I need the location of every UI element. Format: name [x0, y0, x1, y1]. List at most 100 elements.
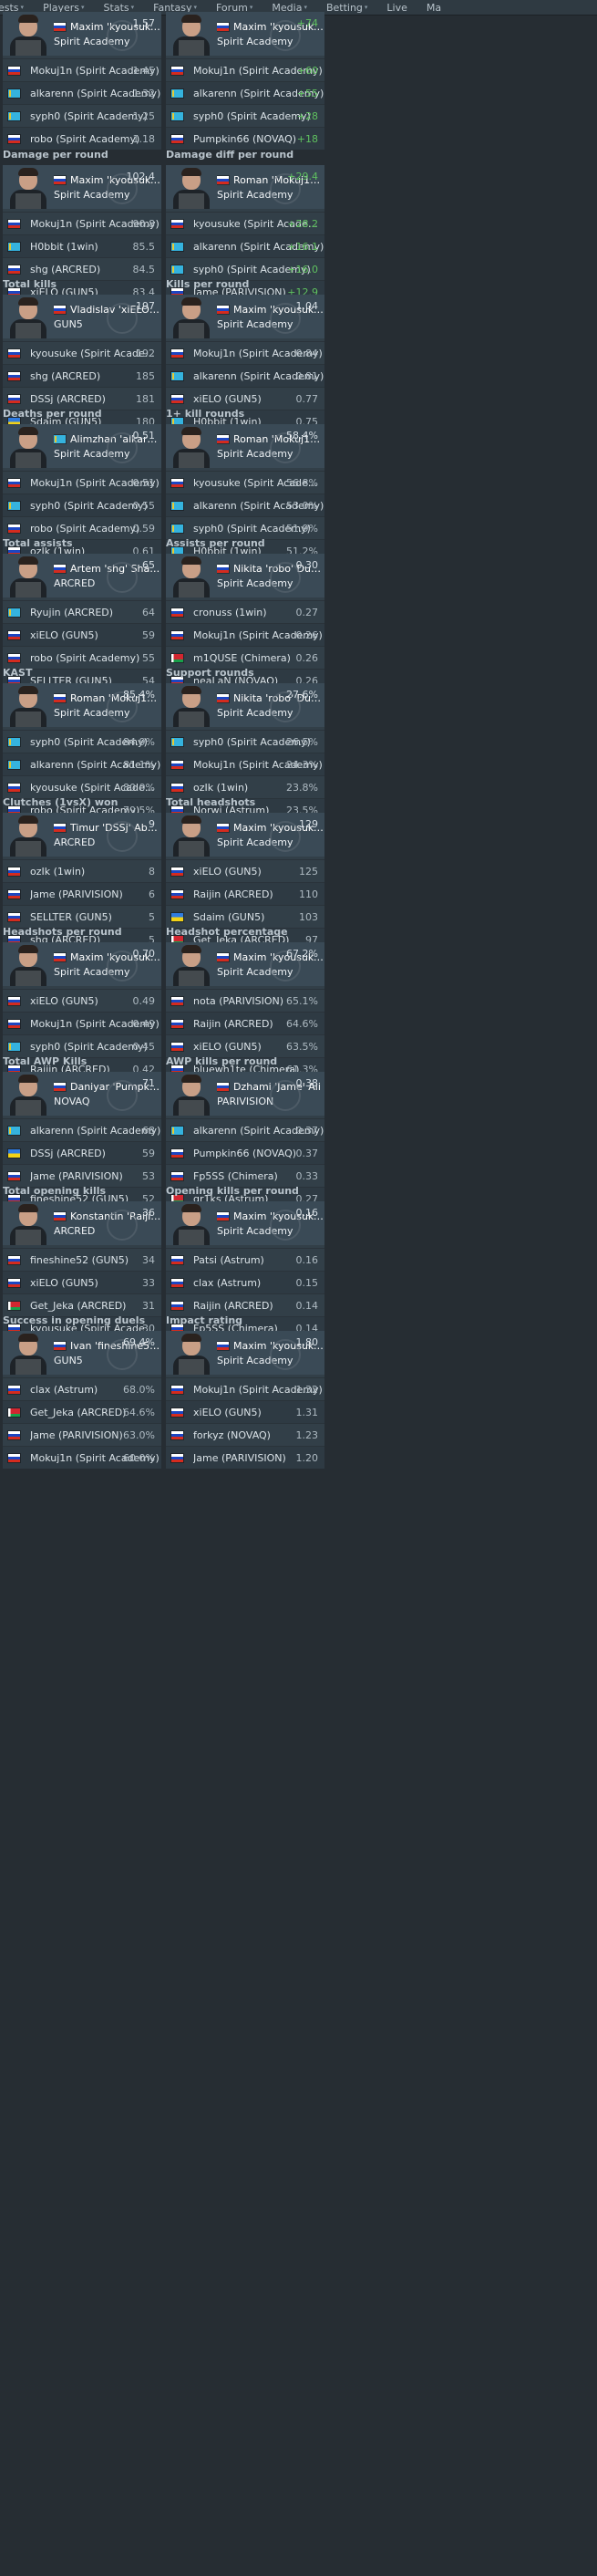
- ranking-row[interactable]: DSSj (ARCRED) 181: [3, 387, 161, 410]
- ranking-row[interactable]: DSSj (ARCRED) 59: [3, 1141, 161, 1164]
- ranking-row[interactable]: Mokuj1n (Spirit Academy) 60.0%: [3, 1446, 161, 1469]
- leader-card[interactable]: Konstantin 'Raijin' TrubarovARCRED36: [3, 1201, 161, 1245]
- nav-item[interactable]: Betting ▾: [326, 2, 367, 14]
- player-team-label[interactable]: syph0 (Spirit Academy): [30, 109, 148, 122]
- category-title[interactable]: Damage per round: [3, 149, 108, 161]
- ranking-row[interactable]: syph0 (Spirit Academy) 84.9%: [3, 730, 161, 753]
- player-team-label[interactable]: Get_Jeka (ARCRED): [30, 1299, 127, 1312]
- ranking-row[interactable]: syph0 (Spirit Academy) +28: [166, 104, 324, 127]
- player-team-label[interactable]: fineshine52 (GUN5): [30, 1253, 129, 1266]
- ranking-row[interactable]: alkarenn (Spirit Academy) 1.32: [3, 81, 161, 104]
- player-team-label[interactable]: clax (Astrum): [30, 1383, 98, 1396]
- player-team-label[interactable]: xiELO (GUN5): [30, 1276, 98, 1289]
- category-title[interactable]: Total headshots: [166, 796, 256, 808]
- player-team-label[interactable]: H0bbit (1win): [30, 240, 98, 253]
- nav-item[interactable]: Players ▾: [43, 2, 84, 14]
- ranking-row[interactable]: robo (Spirit Academy) 0.59: [3, 516, 161, 539]
- nav-item[interactable]: Fantasy ▾: [153, 2, 197, 14]
- category-title[interactable]: KAST: [3, 667, 33, 679]
- ranking-row[interactable]: syph0 (Spirit Academy) 51.9%: [166, 516, 324, 539]
- ranking-row[interactable]: syph0 (Spirit Academy) +16.0: [166, 257, 324, 280]
- player-team-label[interactable]: syph0 (Spirit Academy): [193, 109, 311, 122]
- ranking-row[interactable]: kyousuke (Spirit Academy) 56.8%: [166, 471, 324, 493]
- leader-card[interactable]: Artem 'shg' ShaginyanARCRED65: [3, 554, 161, 597]
- leader-card[interactable]: Maxim 'kyousuke' LukinSpirit Academy+74: [166, 12, 324, 56]
- category-title[interactable]: Total AWP Kills: [3, 1055, 87, 1067]
- player-team-label[interactable]: xiELO (GUN5): [193, 1040, 262, 1053]
- category-title[interactable]: Success in opening duels: [3, 1314, 146, 1326]
- ranking-row[interactable]: shg (ARCRED) 185: [3, 364, 161, 387]
- ranking-row[interactable]: Patsi (Astrum) 0.16: [166, 1248, 324, 1271]
- ranking-row[interactable]: syph0 (Spirit Academy) 0.45: [3, 1034, 161, 1057]
- player-team-label[interactable]: DSSj (ARCRED): [30, 1147, 106, 1159]
- ranking-row[interactable]: forkyz (NOVAQ) 1.23: [166, 1423, 324, 1446]
- ranking-row[interactable]: Mokuj1n (Spirit Academy) 0.51: [3, 471, 161, 493]
- ranking-row[interactable]: alkarenn (Spirit Academy) 0.37: [166, 1118, 324, 1141]
- ranking-row[interactable]: xiELO (GUN5) 0.49: [3, 989, 161, 1012]
- ranking-row[interactable]: ozIk (1win) 8: [3, 859, 161, 882]
- ranking-row[interactable]: kyousuke (Spirit Academy) +28.2: [166, 212, 324, 234]
- ranking-row[interactable]: Mokuj1n (Spirit Academy) 90.8: [3, 212, 161, 234]
- player-team-label[interactable]: Fp5SS (Chimera): [193, 1169, 278, 1182]
- ranking-row[interactable]: syph0 (Spirit Academy) 0.55: [3, 493, 161, 516]
- player-team-label[interactable]: Jame (PARIVISION): [30, 1428, 123, 1441]
- player-team-label[interactable]: robo (Spirit Academy): [30, 651, 140, 664]
- ranking-row[interactable]: Raijin (ARCRED) 110: [166, 882, 324, 905]
- ranking-row[interactable]: Pumpkin66 (NOVAQ) +18: [166, 127, 324, 150]
- player-team-label[interactable]: SELLTER (GUN5): [30, 910, 112, 923]
- category-title[interactable]: Headshots per round: [3, 926, 122, 938]
- category-title[interactable]: 1+ kill rounds: [166, 408, 245, 420]
- nav-item[interactable]: Live: [386, 2, 407, 14]
- nav-item[interactable]: Media ▾: [272, 2, 307, 14]
- leader-card[interactable]: Ivan 'fineshine52' LukinGUN569.4%: [3, 1331, 161, 1375]
- nav-item[interactable]: Stats ▾: [104, 2, 135, 14]
- ranking-row[interactable]: Sdaim (GUN5) 103: [166, 905, 324, 928]
- player-team-label[interactable]: xiELO (GUN5): [193, 1406, 262, 1418]
- ranking-row[interactable]: alkarenn (Spirit Academy) 0.81: [166, 364, 324, 387]
- category-title[interactable]: Total assists: [3, 537, 73, 549]
- ranking-row[interactable]: alkarenn (Spirit Academy) 53.0%: [166, 493, 324, 516]
- leader-card[interactable]: Roman 'Mokuj1n' PetrovSpirit Academy+29.…: [166, 165, 324, 209]
- ranking-row[interactable]: Mokuj1n (Spirit Academy) 24.3%: [166, 753, 324, 775]
- player-team-label[interactable]: robo (Spirit Academy): [30, 132, 140, 145]
- player-team-label[interactable]: Raijin (ARCRED): [193, 1017, 273, 1030]
- category-title[interactable]: Deaths per round: [3, 408, 102, 420]
- category-title[interactable]: Impact rating: [166, 1314, 243, 1326]
- ranking-row[interactable]: Jame (PARIVISION) 1.20: [166, 1446, 324, 1469]
- ranking-row[interactable]: Ryujin (ARCRED) 64: [3, 600, 161, 623]
- ranking-row[interactable]: syph0 (Spirit Academy) 26.5%: [166, 730, 324, 753]
- leader-card[interactable]: Daniyar 'Pumpkin66' BuldakovNOVAQ71: [3, 1072, 161, 1116]
- player-team-label[interactable]: Raijin (ARCRED): [193, 1299, 273, 1312]
- ranking-row[interactable]: Jame (PARIVISION) 6: [3, 882, 161, 905]
- player-team-label[interactable]: m1QUSE (Chimera): [193, 651, 291, 664]
- ranking-row[interactable]: Mokuj1n (Spirit Academy) 1.45: [3, 58, 161, 81]
- ranking-row[interactable]: Fp5SS (Chimera) 0.33: [166, 1164, 324, 1187]
- player-team-label[interactable]: clax (Astrum): [193, 1276, 262, 1289]
- player-team-label[interactable]: alkarenn (Spirit Academy): [30, 1124, 161, 1137]
- leader-card[interactable]: Vladislav 'xiELO' LysovGUN5197: [3, 295, 161, 338]
- ranking-row[interactable]: robo (Spirit Academy) 55: [3, 646, 161, 669]
- player-team-label[interactable]: nota (PARIVISION): [193, 994, 284, 1007]
- leader-card[interactable]: Maxim 'kyousuke' LukinSpirit Academy67.2…: [166, 942, 324, 986]
- ranking-row[interactable]: xiELO (GUN5) 33: [3, 1271, 161, 1293]
- nav-item[interactable]: Forum ▾: [216, 2, 252, 14]
- player-team-label[interactable]: Raijin (ARCRED): [193, 888, 273, 900]
- ranking-row[interactable]: ozIk (1win) 23.8%: [166, 775, 324, 798]
- ranking-row[interactable]: Mokuj1n (Spirit Academy) 1.32: [166, 1377, 324, 1400]
- category-title[interactable]: Damage diff per round: [166, 149, 294, 161]
- player-team-label[interactable]: Jame (PARIVISION): [193, 1451, 286, 1464]
- ranking-row[interactable]: kyousuke (Spirit Academy) 80.0%: [3, 775, 161, 798]
- ranking-row[interactable]: xiELO (GUN5) 59: [3, 623, 161, 646]
- player-team-label[interactable]: xiELO (GUN5): [193, 392, 262, 405]
- ranking-row[interactable]: Mokuj1n (Spirit Academy) 0.49: [3, 1012, 161, 1034]
- player-team-label[interactable]: Get_Jeka (ARCRED): [30, 1406, 127, 1418]
- category-title[interactable]: Clutches (1vsX) won: [3, 796, 118, 808]
- ranking-row[interactable]: xiELO (GUN5) 0.77: [166, 387, 324, 410]
- player-team-label[interactable]: syph0 (Spirit Academy): [30, 499, 148, 512]
- ranking-row[interactable]: alkarenn (Spirit Academy) +55: [166, 81, 324, 104]
- ranking-row[interactable]: Mokuj1n (Spirit Academy) 0.26: [166, 623, 324, 646]
- player-team-label[interactable]: cronuss (1win): [193, 606, 267, 618]
- ranking-row[interactable]: clax (Astrum) 0.15: [166, 1271, 324, 1293]
